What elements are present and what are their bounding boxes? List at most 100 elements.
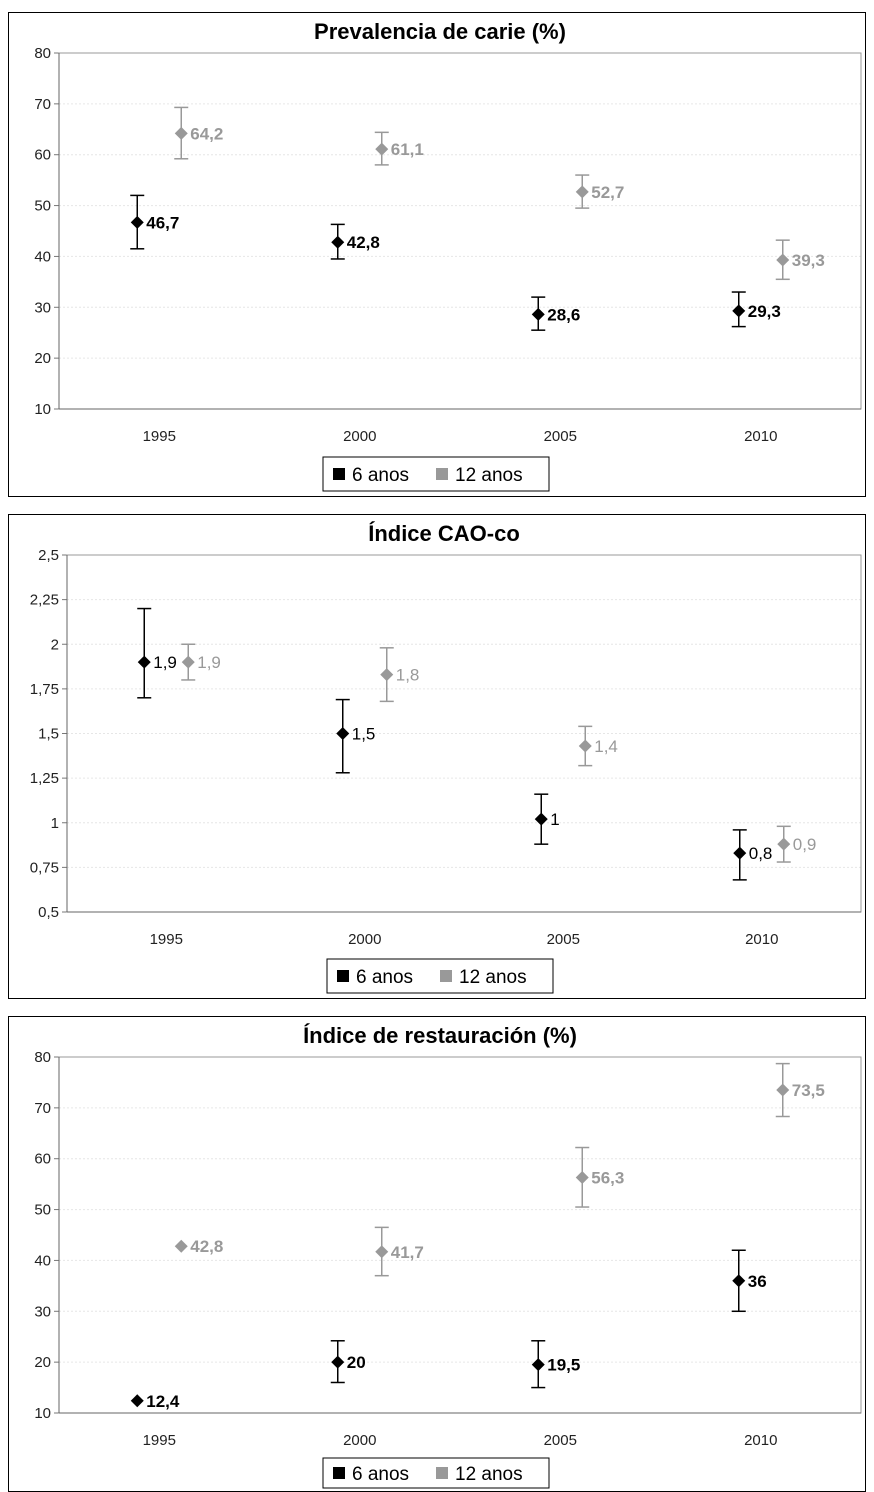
data-point-marker [732,1274,746,1288]
y-tick-label: 0,75 [30,859,59,876]
legend-label: 6 anos [352,1464,409,1485]
data-point-marker [130,215,144,229]
data-label: 36 [748,1272,767,1291]
data-point-marker [575,1171,589,1185]
data-label: 1 [550,810,559,829]
data-label: 73,5 [792,1081,825,1100]
y-tick-label: 70 [34,96,51,113]
x-tick-label: 2010 [744,1432,777,1449]
data-point-marker [776,253,790,267]
data-point-marker [375,1245,389,1259]
legend-swatch [333,468,345,480]
chart-title: Índice de restauración (%) [303,1023,577,1048]
data-point-marker [531,1358,545,1372]
y-tick-label: 2 [51,636,59,653]
y-tick-label: 1,5 [38,726,59,743]
legend-label: 12 anos [459,967,527,988]
x-tick-label: 1995 [143,1432,176,1449]
data-point-marker [531,307,545,321]
data-point-marker [331,1355,345,1369]
y-tick-label: 20 [34,350,51,367]
data-point-marker [174,1239,188,1253]
x-tick-label: 1995 [150,931,183,948]
y-tick-label: 50 [34,1202,51,1219]
legend-label: 12 anos [455,465,523,486]
data-label: 29,3 [748,302,781,321]
chart-restauracion-svg: Índice de restauración (%) 10 20 30 40 50 60 70… [34,1023,862,1489]
data-point-marker [174,126,188,140]
y-tick-label: 2,5 [38,547,59,564]
data-label: 0,9 [793,835,817,854]
data-label: 20 [347,1353,366,1372]
x-tick-label: 1995 [143,428,176,445]
data-point-marker [380,668,394,682]
y-tick-label: 10 [34,1405,51,1422]
legend-swatch [337,970,349,982]
data-point-marker [137,655,151,669]
y-tick-label: 1,75 [30,681,59,698]
x-tick-label: 2000 [343,1432,376,1449]
y-tick-label: 0,5 [38,904,59,921]
data-label: 64,2 [190,124,223,143]
y-tick-label: 2,25 [30,592,59,609]
data-label: 28,6 [547,305,580,324]
y-tick-label: 50 [34,198,51,215]
data-label: 52,7 [591,183,624,202]
y-tick-label: 80 [34,1049,51,1066]
data-label: 1,9 [153,653,177,672]
data-point-marker [732,304,746,318]
legend-swatch [333,1467,345,1479]
x-tick-label: 2000 [343,428,376,445]
chart-panel-restauracion: Índice de restauración (%) 10 20 30 40 50 60 70… [8,1016,866,1492]
data-point-marker [733,846,747,860]
y-tick-label: 20 [34,1354,51,1371]
x-tick-label: 2005 [544,1432,577,1449]
x-tick-label: 2010 [745,931,778,948]
legend-swatch [436,468,448,480]
y-tick-label: 60 [34,1151,51,1168]
data-label: 39,3 [792,251,825,270]
data-label: 56,3 [591,1169,624,1188]
data-point-marker [534,812,548,826]
data-label: 0,8 [749,844,773,863]
data-label: 41,7 [391,1243,424,1262]
y-tick-label: 1,25 [30,770,59,787]
y-tick-label: 30 [34,299,51,316]
y-tick-label: 80 [34,45,51,62]
y-tick-label: 10 [34,401,51,418]
data-label: 42,8 [190,1237,223,1256]
data-label: 46,7 [146,213,179,232]
data-label: 61,1 [391,140,424,159]
data-label: 1,4 [594,737,618,756]
chart-title: Índice CAO-co [368,521,520,546]
y-tick-label: 40 [34,1252,51,1269]
legend-swatch [440,970,452,982]
data-label: 12,4 [146,1392,180,1411]
data-point-marker [578,739,592,753]
data-point-marker [575,185,589,199]
legend-label: 6 anos [352,465,409,486]
chart-title: Prevalencia de carie (%) [314,19,566,44]
legend-box [326,958,554,994]
data-point-marker [331,235,345,249]
data-point-marker [336,727,350,740]
data-point-marker [130,1394,144,1408]
data-label: 1,8 [396,666,420,685]
plot-area [58,1056,862,1414]
data-label: 19,5 [547,1356,580,1375]
chart-prevalencia-svg: Prevalencia de carie (%) 10 20 30 40 50 60 70 80… [34,19,862,492]
chart-panel-prevalencia: Prevalencia de carie (%) 10 20 30 40 50 60 70 80… [8,12,866,497]
x-tick-label: 2005 [544,428,577,445]
legend-label: 6 anos [356,967,413,988]
x-tick-label: 2005 [547,931,580,948]
x-tick-label: 2000 [348,931,381,948]
chart-panel-cao: Índice CAO-co 0,5 0,75 1 1,25 1,5 1,75 2 2,25 2,5… [8,514,866,999]
legend-label: 12 anos [455,1464,523,1485]
y-tick-label: 70 [34,1100,51,1117]
legend-swatch [436,1467,448,1479]
data-point-marker [181,655,195,669]
data-point-marker [375,142,389,156]
data-label: 1,5 [352,725,376,744]
y-tick-label: 60 [34,147,51,164]
y-tick-label: 40 [34,248,51,265]
